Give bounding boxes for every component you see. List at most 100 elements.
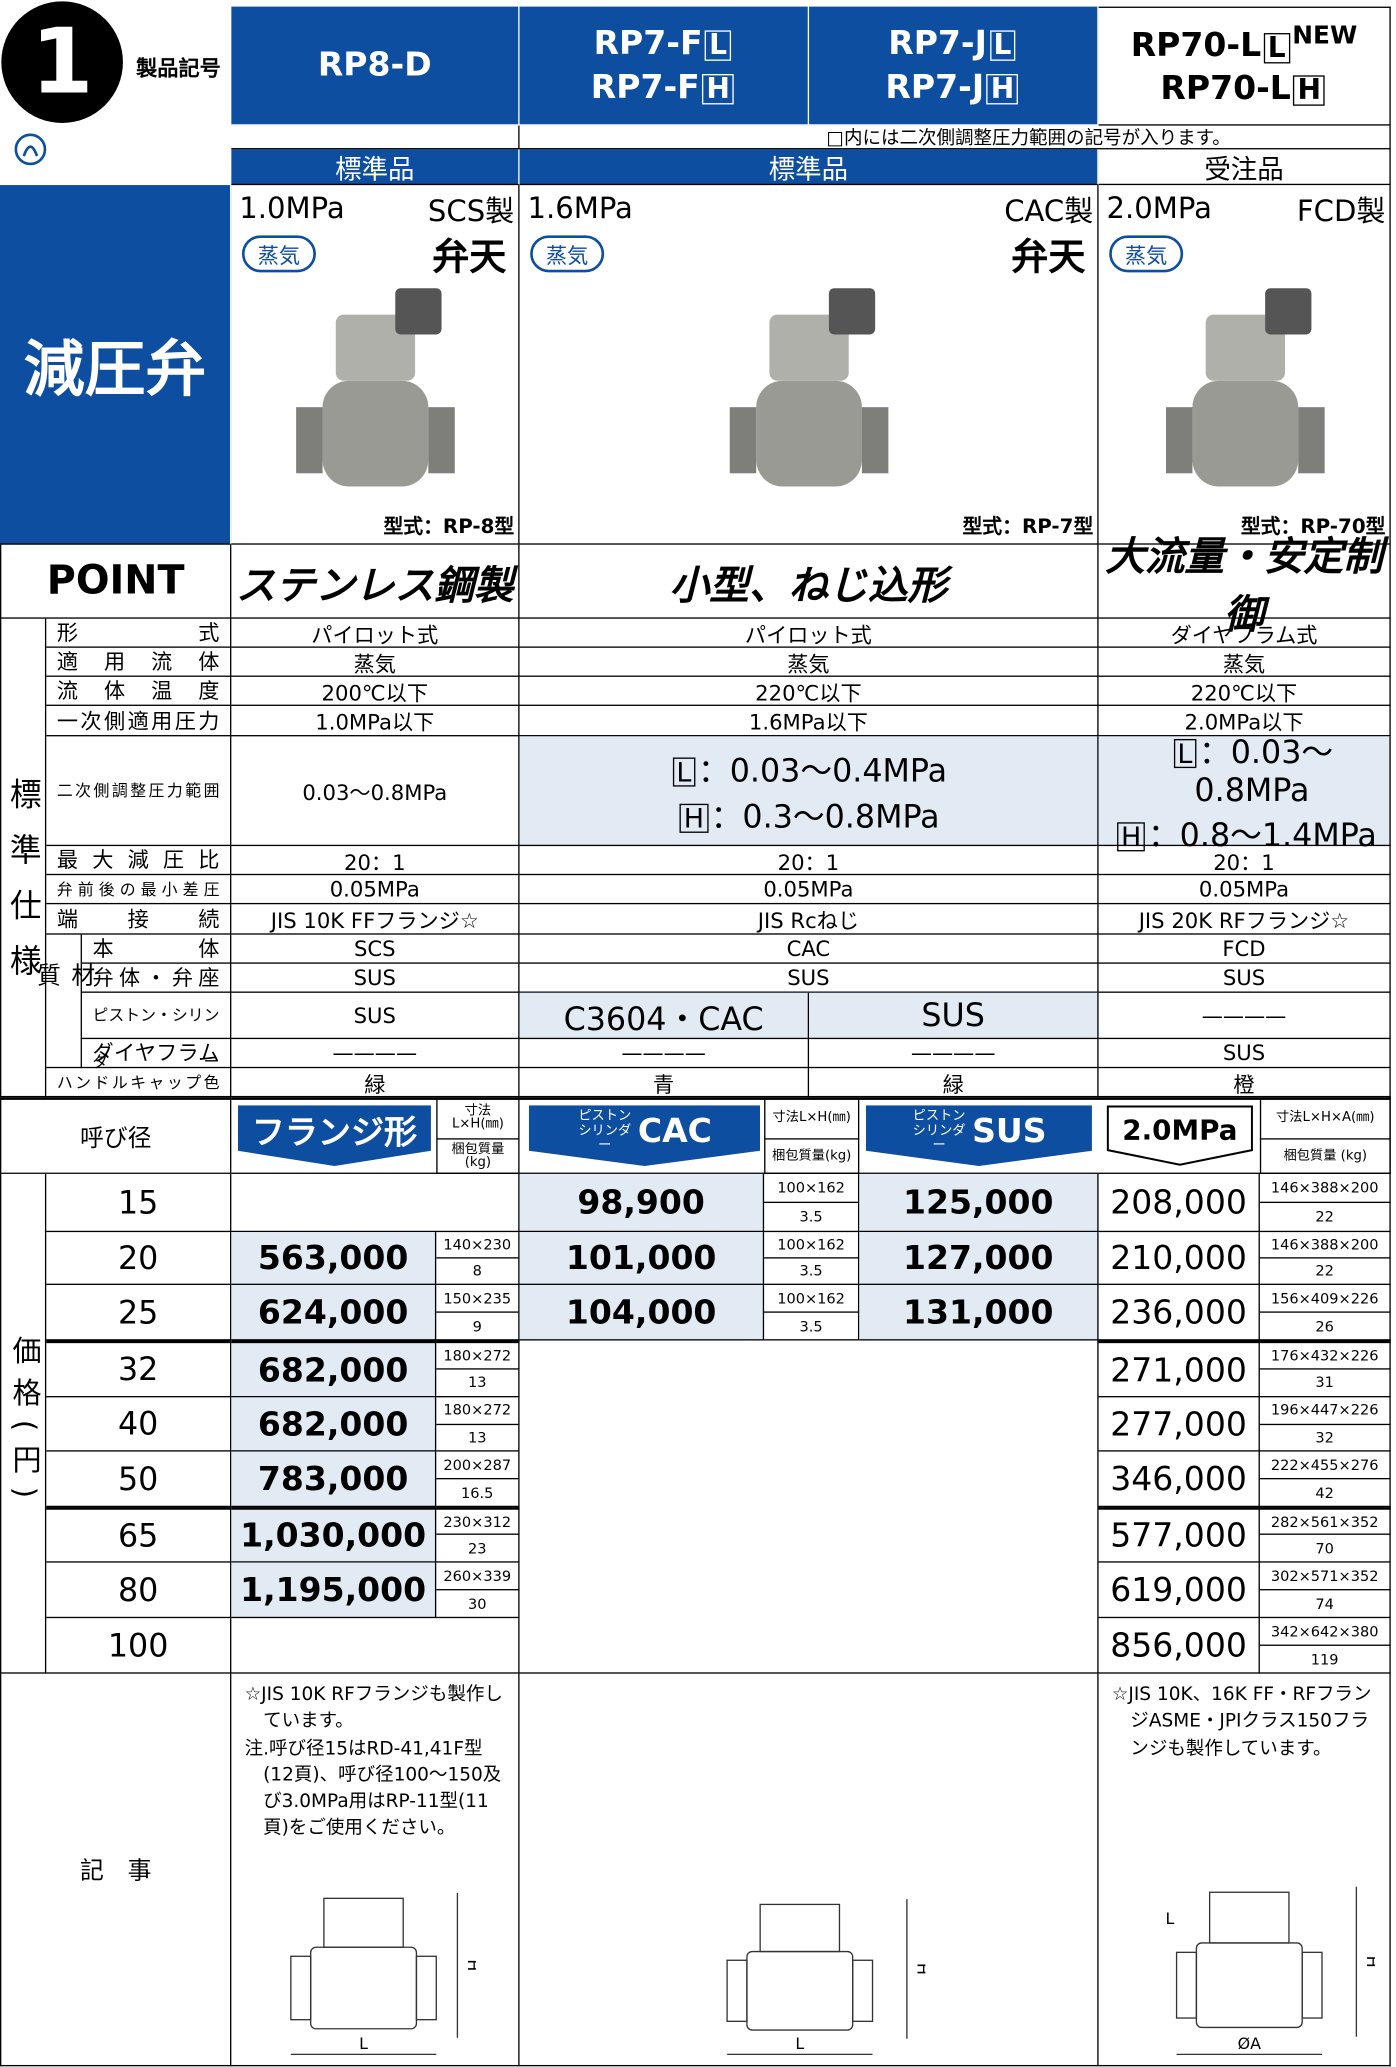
body-outline [310,1946,418,2030]
price: 1,195,000 [231,1562,437,1619]
model-name: RP8-D [231,6,520,126]
price: 563,000 [231,1232,437,1285]
spec-value: C3604・CAC [519,992,810,1040]
medium: 蒸気 [241,235,316,273]
note: □内には二次側調整圧力範囲の記号が入ります。 [519,125,1391,150]
price: 127,000 [859,1232,1099,1285]
banner-outline [1106,1105,1253,1166]
number: 1 [31,11,94,115]
weight: 32 [1259,1424,1391,1452]
remarks-cell: ☆JIS 10K RFフランジも製作しています。 注.呼び径15はRD-41,41… [231,1673,520,2067]
price-group-label: 価格(円) [0,1173,47,1674]
spec-label: 一次側適用圧力 [46,705,232,737]
size-head: 寸法L×H(㎜) [436,1097,520,1140]
spec-value: SUS [1098,1039,1391,1069]
text: RP7-J [885,66,985,106]
weight: 3.5 [764,1312,860,1341]
line: H ：0.3〜0.8MPa [677,791,940,837]
price: 682,000 [231,1340,437,1398]
product-photo [296,288,455,487]
material-label: 材質 [33,934,95,1069]
spec-value: ———— [809,1039,1099,1069]
price: 277,000 [1098,1397,1260,1452]
flange-outline [726,1959,748,2022]
spec-label-text: 一次側適用圧力 [56,708,220,734]
line: L ：0.03〜0.8MPa [1114,726,1389,809]
weight: 16.5 [436,1479,520,1508]
spec-value: 200℃以下 [231,676,520,706]
size-head: 寸法L×H×A(㎜) [1259,1097,1391,1140]
text: RP8-D [317,45,432,84]
remark: ☆JIS 10K、16K FF・RFフランジASME・JPIクラス150フランジ… [1111,1684,1372,1760]
spec-label: 弁前後の最小差圧 [46,875,232,905]
logo-ring [14,133,47,166]
banner: ピストンシリンダー CAC [528,1105,761,1167]
spec-label-text: 端接続 [56,906,220,933]
product-cell: 1.0MPa SCS製 蒸気 弁天 型式：RP-8型 [231,185,520,545]
line: RP70-L L NEW [1131,22,1358,68]
spec-label-text: ダイヤフラム [92,1040,220,1066]
spec-value: SUS [1098,963,1391,993]
spec-label-text: ピストン・シリンダー [92,1006,220,1071]
material: FCD製 [1296,195,1386,229]
valve-body [1191,380,1298,487]
flange-outline [852,1959,874,2022]
text: RP70-L [1130,25,1262,65]
spec-value: SUS [519,963,1099,993]
price: 125,000 [859,1173,1099,1233]
spec-label: 流体温度 [46,676,232,706]
spec-value: L ：0.03〜0.8MPa H ：0.8〜1.4MPa [1098,734,1391,854]
spec-value: 青 [519,1068,810,1098]
text: RP7-F [593,23,703,63]
spec-label-text: 最大減圧比 [56,847,220,873]
flange [729,407,757,474]
dimension: 196×447×226 [1259,1397,1391,1425]
body-outline [746,1950,854,2031]
handle [395,288,442,335]
dimension: 100×162 [764,1284,860,1313]
dim-label: H [464,1959,476,1971]
banner-prefix: ピストンシリンダー [912,1108,966,1153]
dimension-drawing: HL [726,1899,925,2056]
nominal-size: 20 [46,1232,232,1285]
weight: 22 [1259,1258,1391,1285]
banner-label: 2.0MPa [1122,1114,1238,1147]
weight: 22 [1259,1203,1391,1233]
empty-cell [519,1340,1099,1674]
text: ：0.3〜0.8MPa [710,798,940,836]
remark: ☆JIS 10K RFフランジも製作しています。 [244,1684,503,1733]
spec-label: 最大減圧比 [46,846,232,876]
weight: 9 [436,1312,520,1341]
grade: 標準品 [231,149,520,186]
nominal-size: 65 [46,1507,232,1563]
empty-cell [231,125,520,150]
nominal-size: 80 [46,1562,232,1619]
code: L [1263,32,1290,64]
dimension: 180×272 [436,1397,520,1425]
nominal-size: 15 [46,1173,232,1233]
flange [296,407,323,474]
empty-cell [231,1618,520,1674]
spec-value: 2.0MPa以下 [1098,705,1391,737]
spec-label: ハンドルキャップ色 [46,1068,232,1098]
weight: 3.5 [764,1203,860,1233]
weight: 119 [1259,1645,1391,1674]
brand: 弁天 [1011,235,1086,279]
spec-label: 二次側調整圧力範囲 [46,736,232,847]
body-outline [1195,1942,1303,2029]
spec-value: SUS [809,992,1099,1040]
price: 98,900 [519,1173,765,1233]
badge-circle [1,1,123,123]
spec-value: 20：1 [519,846,1099,876]
price: 210,000 [1098,1232,1260,1285]
spec-label: 形式 [46,618,232,648]
price: 856,000 [1098,1618,1260,1674]
price: 236,000 [1098,1284,1260,1341]
flange-outline [290,1955,312,2021]
dimension: 146×388×200 [1259,1232,1391,1259]
product-photo [1165,288,1324,487]
bonnet-outline [323,1897,404,1948]
dimension-drawing: HL [290,1892,476,2056]
text: RP70-L [1160,68,1291,108]
